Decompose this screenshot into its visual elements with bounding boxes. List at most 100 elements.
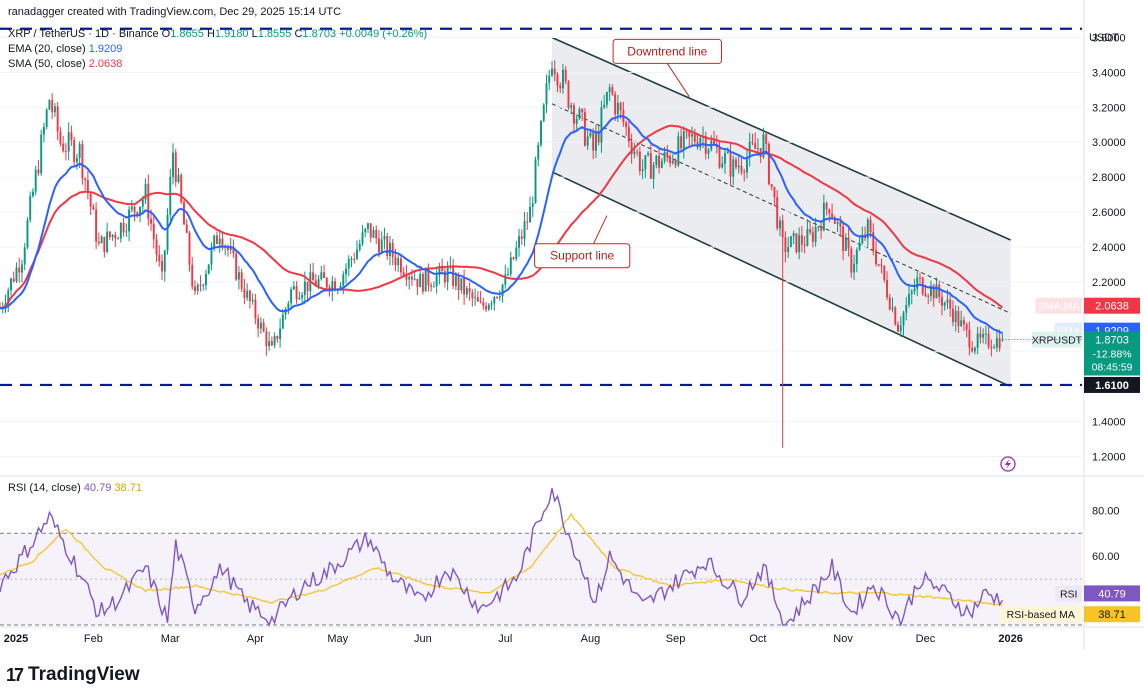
- candle-body: [62, 143, 65, 152]
- candle-body: [183, 202, 185, 225]
- candle-body: [295, 286, 298, 300]
- annotation-text-0: Downtrend line: [627, 44, 707, 58]
- candle-body: [86, 180, 89, 194]
- candle-body: [70, 132, 73, 141]
- candle-body: [743, 171, 746, 173]
- candle-body: [391, 242, 394, 258]
- sma-legend: SMA (50, close) 2.0638: [8, 58, 122, 70]
- candle-body: [15, 267, 18, 282]
- candle-body: [218, 238, 221, 244]
- candle-body: [399, 258, 402, 273]
- candle-body: [666, 152, 669, 157]
- candle-body: [787, 246, 790, 252]
- candle-body: [136, 212, 139, 216]
- candle-body: [817, 226, 820, 228]
- candle-body: [147, 183, 150, 219]
- price-tag-value: 1.8703: [1095, 334, 1129, 346]
- candle-body: [144, 183, 147, 200]
- candle-body: [960, 320, 963, 327]
- candle-body: [518, 236, 520, 248]
- candle-body: [886, 280, 888, 298]
- candle-body: [619, 102, 622, 111]
- candle-body: [114, 234, 117, 239]
- ema-legend-value: 1.9209: [88, 43, 123, 55]
- candle-body: [438, 265, 441, 276]
- candle-body: [894, 307, 897, 325]
- candle-body: [614, 94, 617, 115]
- candle-body: [78, 144, 81, 158]
- candle-body: [929, 285, 932, 297]
- price-tag-countdown: 08:45:59: [1092, 361, 1133, 373]
- candle-body: [42, 126, 45, 135]
- candle-body: [553, 68, 556, 75]
- candle-body: [457, 275, 460, 291]
- candle-body: [685, 131, 688, 133]
- candle-body: [331, 281, 334, 292]
- candle-body: [707, 149, 710, 154]
- candle-body: [301, 295, 304, 298]
- candle-body: [471, 292, 474, 299]
- candle-body: [240, 272, 243, 289]
- candle-body: [100, 236, 103, 244]
- candle-body: [380, 239, 383, 253]
- candle-body: [290, 289, 293, 304]
- candle-body: [421, 273, 424, 292]
- candle-body: [383, 236, 386, 240]
- candle-body: [372, 229, 375, 238]
- candle-body: [259, 322, 262, 329]
- candle-body: [559, 85, 562, 89]
- price-tick-label: 3.4000: [1092, 67, 1126, 79]
- candle-body: [875, 250, 877, 265]
- candle-body: [51, 100, 54, 113]
- candle-body: [630, 141, 633, 154]
- sma-legend-value: 2.0638: [88, 58, 123, 70]
- level-tag-box: [1084, 376, 1140, 393]
- candle-body: [281, 314, 284, 329]
- rsi-ma-tag-value-box: [1084, 606, 1140, 623]
- candle-body: [268, 341, 271, 347]
- candle-body: [402, 272, 405, 275]
- candle-body: [784, 237, 787, 252]
- candle-body: [946, 299, 949, 303]
- candle-body: [740, 165, 743, 172]
- candle-body: [842, 226, 845, 251]
- candle-body: [446, 267, 449, 283]
- change-value: +0.0049 (+0.26%): [339, 28, 428, 40]
- candle-body: [334, 281, 336, 291]
- candle-body: [323, 272, 326, 279]
- candle-body: [509, 257, 512, 275]
- candle-body: [512, 257, 515, 260]
- candle-body: [320, 272, 323, 280]
- candle-body: [776, 196, 779, 229]
- rsi-tick-label: 60.00: [1092, 551, 1120, 563]
- candle-body: [205, 273, 207, 286]
- rsi-tag-value: 40.79: [1098, 588, 1126, 600]
- credit-text: ranadagger created with TradingView.com,…: [8, 6, 342, 18]
- candle-body: [699, 137, 702, 148]
- candle-body: [778, 220, 781, 229]
- price-tick-label: 3.6000: [1092, 32, 1126, 44]
- candle-body: [487, 304, 490, 310]
- candle-body: [608, 87, 611, 92]
- candle-body: [600, 107, 603, 143]
- candle-body: [803, 244, 806, 246]
- low-value: 1.8555: [257, 28, 292, 40]
- open-label: O: [161, 28, 171, 40]
- candle-body: [737, 165, 740, 168]
- support-line: [551, 171, 1011, 388]
- candle-body: [97, 241, 100, 244]
- candle-body: [908, 293, 910, 306]
- candle-body: [229, 247, 232, 251]
- candle-body: [951, 308, 954, 323]
- candle-body: [853, 264, 856, 273]
- candle-body: [397, 258, 400, 266]
- candle-body: [660, 161, 663, 168]
- candle-body: [935, 284, 938, 299]
- candle-body: [163, 250, 166, 272]
- time-tick-label: Nov: [833, 633, 853, 645]
- candle-body: [56, 106, 59, 132]
- tradingview-logo[interactable]: 17 TradingView: [6, 664, 140, 686]
- candle-body: [570, 105, 573, 108]
- open-value: 1.8655: [170, 28, 204, 40]
- sma-tag-label-box: [1035, 297, 1082, 314]
